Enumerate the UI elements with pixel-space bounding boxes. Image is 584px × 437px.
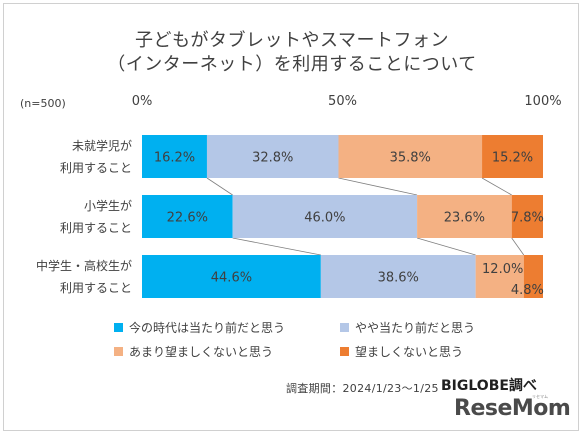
legend-label: やや当たり前だと思う [355, 321, 476, 335]
legend-item: やや当たり前だと思う [340, 319, 475, 336]
category-label: 中学生・高校生が利用すること [12, 255, 132, 299]
survey-period: 調査期間：2024/1/23〜1/25 [286, 382, 439, 395]
category-label: 未就学児が利用すること [12, 135, 132, 179]
legend-item: 今の時代は当たり前だと思う [114, 319, 285, 336]
category-label: 小学生が利用すること [12, 195, 132, 239]
legend-item: あまり望ましくないと思う [114, 343, 273, 360]
resemom-logo-ruby: リセマム [532, 394, 548, 399]
x-tick-label: 0% [131, 94, 153, 109]
x-tick-label: 100% [524, 94, 562, 109]
category-label-line: 小学生が [83, 198, 132, 213]
category-label-line: 中学生・高校生が [35, 258, 132, 273]
category-label-line: 利用すること [59, 280, 132, 295]
legend-label: 望ましくないと思う [355, 345, 464, 359]
x-tick-label: 50% [328, 94, 357, 109]
legend-swatch [340, 347, 349, 356]
category-label-line: 利用すること [59, 160, 132, 175]
sample-size-label: (n=500) [20, 97, 66, 110]
legend-swatch [114, 323, 123, 332]
category-label-line: 利用すること [59, 220, 132, 235]
chart-frame [3, 3, 579, 431]
source-brand: BIGLOBE調べ [441, 378, 537, 394]
legend-label: あまり望ましくないと思う [129, 345, 274, 359]
legend-swatch [114, 347, 123, 356]
legend-label: 今の時代は当たり前だと思う [129, 321, 286, 335]
category-label-line: 未就学児が [71, 138, 132, 153]
legend-item: 望ましくないと思う [340, 343, 463, 360]
legend-swatch [340, 323, 349, 332]
chart-title-line2: （インターネット）を利用することについて [107, 54, 477, 75]
resemom-logo: ReseMom [454, 396, 571, 421]
chart-title-line1: 子どもがタブレットやスマートフォン [135, 30, 449, 51]
